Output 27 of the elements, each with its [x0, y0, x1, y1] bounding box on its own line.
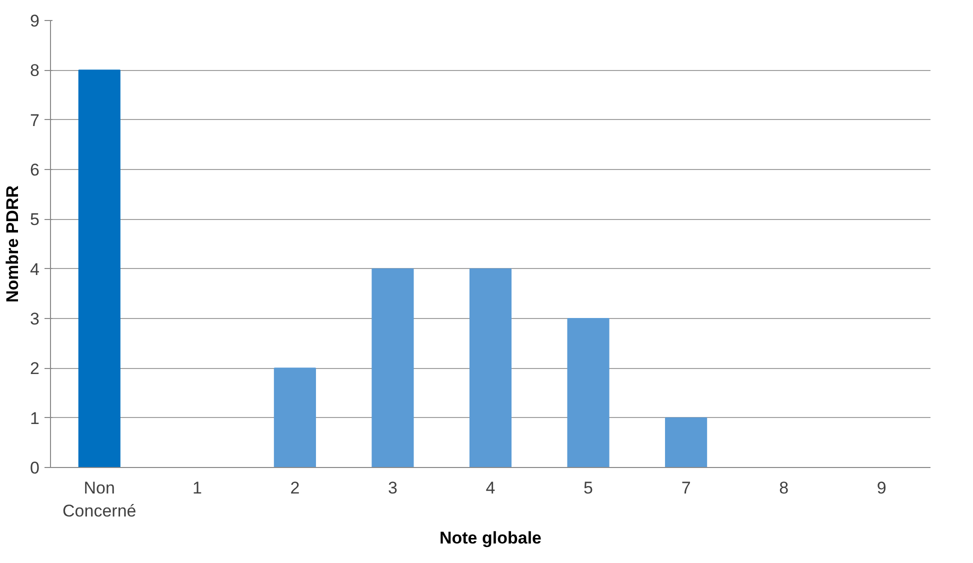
y-tick-label: 9: [30, 12, 40, 30]
y-tick-label: 2: [30, 359, 40, 378]
x-tick-label: 7: [681, 478, 691, 498]
y-tick-label: 0: [30, 458, 40, 478]
x-tick-label: 4: [486, 478, 496, 498]
y-tick-label: 3: [30, 310, 40, 328]
bar: [469, 268, 512, 468]
y-tick-label: 7: [30, 110, 40, 130]
y-tick-label: 4: [30, 260, 40, 279]
x-tick-label: 8: [779, 478, 789, 498]
x-tick-label: 3: [388, 478, 398, 498]
x-tick-label: 5: [584, 478, 594, 498]
y-tick-label: 5: [30, 210, 40, 230]
y-axis-title: Nombre PDRR: [3, 185, 22, 303]
x-tick-label: 1: [192, 478, 202, 498]
x-axis-title: Note globale: [439, 528, 542, 548]
x-tick-label: 9: [876, 478, 886, 498]
y-tick-label: 1: [30, 408, 40, 428]
y-tick-label: 8: [30, 61, 40, 80]
bar: [274, 368, 316, 468]
x-tick-label: 2: [290, 478, 300, 498]
bar: [665, 417, 708, 468]
bar: [567, 318, 610, 468]
y-tick-label: 6: [30, 160, 40, 180]
bar: [372, 268, 414, 468]
x-tick-label: Non Concerné: [62, 478, 136, 520]
bar: [78, 70, 120, 468]
